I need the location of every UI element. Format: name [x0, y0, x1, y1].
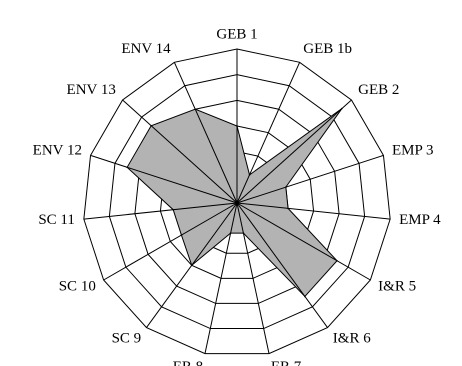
axis-label-6: I&R 5: [378, 278, 416, 294]
axis-label-10: SC 9: [112, 330, 142, 346]
axis-label-8: ER 7: [271, 359, 302, 366]
grid-ring-6: [83, 48, 391, 355]
spoke-12: [83, 202, 238, 220]
axis-label-3: GEB 2: [358, 82, 399, 98]
axis-label-9: ER 8: [173, 359, 203, 366]
axis-label-13: ENV 12: [33, 143, 82, 159]
axis-label-2: GEB 1b: [303, 41, 352, 57]
radar-axis-labels: GEB 1 GEB 1b GEB 2 EMP 3 EMP 4 I&R 5 I&R 6 ER 7…: [33, 26, 441, 366]
axis-label-4: EMP 3: [392, 143, 434, 159]
spoke-10: [146, 202, 238, 328]
spoke-9: [204, 202, 238, 354]
spoke-14: [122, 99, 238, 204]
spoke-8: [236, 202, 270, 354]
axis-label-15: ENV 14: [121, 41, 171, 57]
axis-label-7: I&R 6: [333, 330, 371, 346]
axis-label-11: SC 10: [59, 278, 96, 294]
axis-label-1: GEB 1: [216, 26, 257, 42]
spoke-6: [236, 202, 371, 281]
spoke-4: [236, 154, 384, 204]
grid-ring-5: [108, 74, 366, 330]
axis-label-14: ENV 13: [67, 82, 116, 98]
spoke-2: [236, 62, 301, 204]
spoke-13: [90, 154, 238, 204]
spoke-3: [236, 99, 352, 204]
spoke-5: [236, 202, 391, 220]
axis-label-12: SC 11: [38, 212, 75, 228]
spoke-15: [173, 62, 238, 204]
spoke-11: [103, 202, 238, 281]
spoke-7: [236, 202, 328, 328]
radar-spokes: [83, 49, 391, 354]
axis-label-5: EMP 4: [399, 212, 441, 228]
